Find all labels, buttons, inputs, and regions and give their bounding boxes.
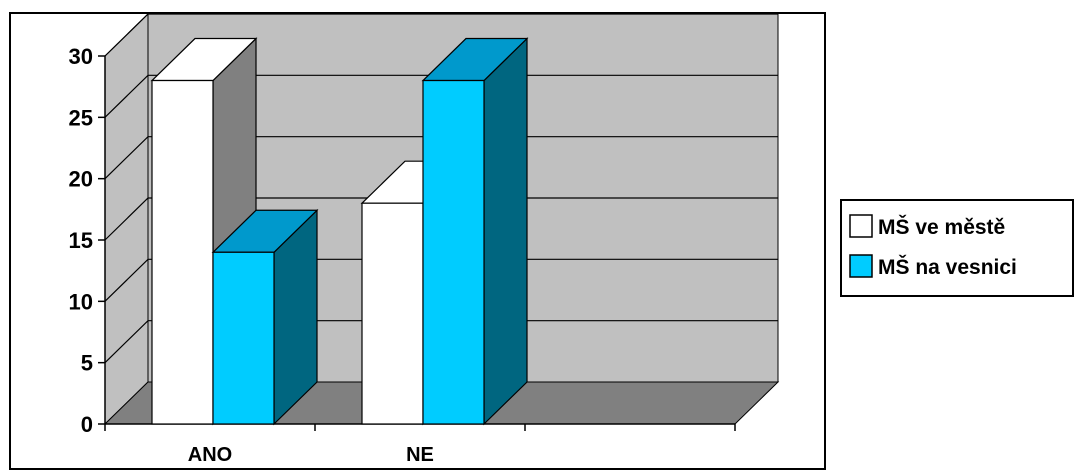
x-category-label: ANO — [188, 444, 232, 466]
gridline — [104, 320, 778, 364]
y-tick-labels: 0 5 10 15 20 25 30 — [69, 44, 93, 437]
bar-front — [151, 79, 214, 425]
gridlines — [104, 13, 778, 364]
gridline — [104, 136, 778, 180]
y-tick-label: 15 — [69, 228, 93, 253]
x-category-label: NE — [406, 444, 434, 466]
bar-front — [212, 251, 275, 425]
bars — [150, 37, 529, 426]
legend-swatch — [849, 214, 873, 238]
bar-front — [422, 79, 485, 425]
y-tick-label: 20 — [69, 167, 93, 192]
legend-label: MŠ ve městě — [878, 215, 1005, 239]
bar — [421, 37, 529, 426]
y-tick-label: 25 — [69, 105, 93, 130]
y-tick-label: 30 — [69, 44, 93, 69]
bar-front — [361, 202, 424, 425]
gridline — [104, 258, 778, 302]
legend-swatch — [849, 254, 873, 278]
bar-side — [483, 37, 528, 426]
y-tick-label: 0 — [81, 412, 93, 437]
y-tick-label: 5 — [81, 351, 93, 376]
gridline — [104, 197, 778, 241]
gridline — [104, 13, 778, 57]
legend-box — [840, 199, 1074, 297]
legend-label: MŠ na vesnici — [878, 255, 1017, 279]
gridline — [104, 74, 778, 118]
y-tick-label: 10 — [69, 289, 93, 314]
x-category-labels: ANO NE — [188, 444, 434, 466]
bar — [211, 208, 319, 426]
legend: MŠ ve městě MŠ na vesnici — [840, 199, 1074, 297]
